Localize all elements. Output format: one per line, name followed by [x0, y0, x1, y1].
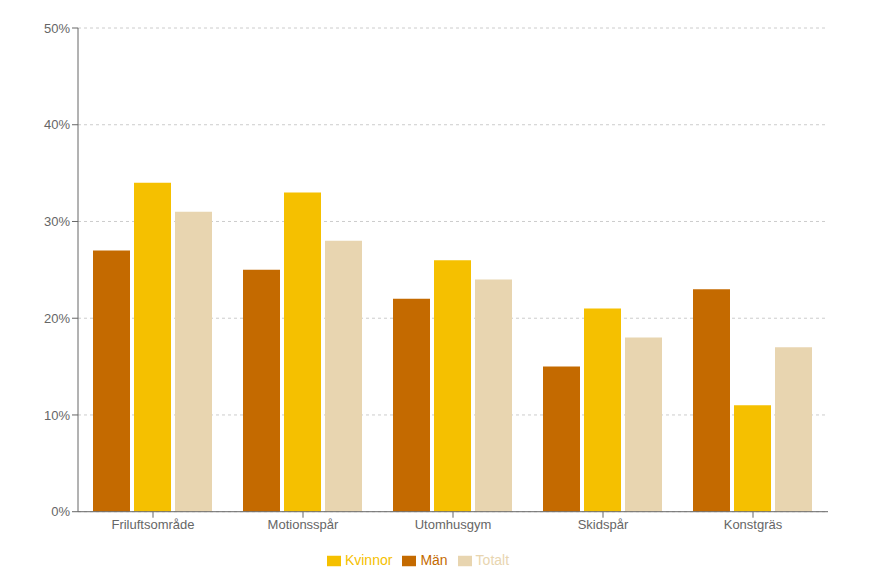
svg-text:Friluftsområde: Friluftsområde	[111, 517, 194, 532]
svg-text:Skidspår: Skidspår	[578, 517, 629, 532]
html-text:Totalt: Totalt	[475, 551, 510, 568]
svg-text:Konstgräs: Konstgräs	[724, 517, 783, 532]
html-text:Kvinnor: Kvinnor	[344, 551, 393, 568]
svg-text:50%: 50%	[44, 21, 70, 36]
html-text:Män: Män	[420, 551, 448, 568]
svg-text:30%: 30%	[44, 214, 70, 229]
svg-text:20%: 20%	[44, 311, 70, 326]
svg-text:10%: 10%	[44, 408, 70, 423]
svg-text:0%: 0%	[51, 504, 70, 519]
svg-text:40%: 40%	[44, 117, 70, 132]
svg-text:Motionsspår: Motionsspår	[268, 517, 339, 532]
svg-text:Utomhusgym: Utomhusgym	[415, 517, 492, 532]
